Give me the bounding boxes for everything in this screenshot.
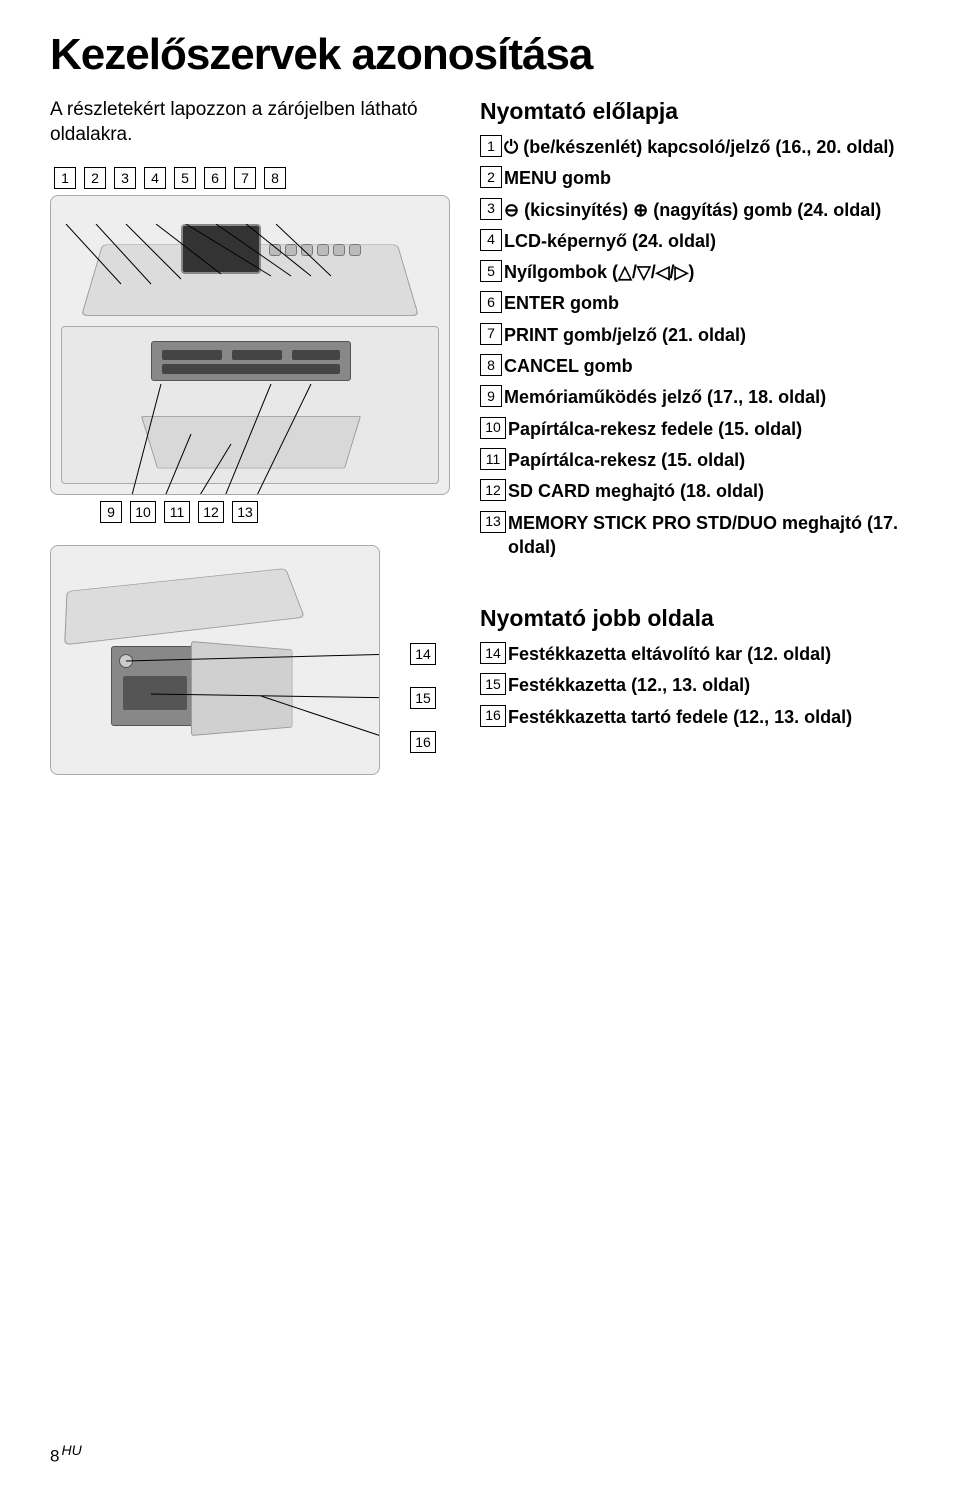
side-diagram: 14 15 16 — [50, 545, 380, 775]
callout-12: 12 — [198, 501, 224, 523]
list-item: 5Nyílgombok (△/▽/◁/▷) — [480, 260, 900, 284]
item-num: 2 — [480, 166, 502, 188]
list-item: 2MENU gomb — [480, 166, 900, 190]
item-num: 4 — [480, 229, 502, 251]
right-items: 14Festékkazetta eltávolító kar (12. olda… — [480, 642, 900, 729]
item-text: Festékkazetta (12., 13. oldal) — [508, 673, 750, 697]
item-num: 13 — [480, 511, 506, 533]
item-text: Festékkazetta tartó fedele (12., 13. old… — [508, 705, 852, 729]
item-num: 15 — [480, 673, 506, 695]
item-num: 5 — [480, 260, 502, 282]
item-num: 3 — [480, 198, 502, 220]
list-item: 11Papírtálca-rekesz (15. oldal) — [480, 448, 900, 472]
list-item: 8CANCEL gomb — [480, 354, 900, 378]
content-columns: A részletekért lapozzon a zárójelben lát… — [50, 98, 910, 775]
callout-10: 10 — [130, 501, 156, 523]
list-item: 7PRINT gomb/jelző (21. oldal) — [480, 323, 900, 347]
item-text: Memóriaműködés jelző (17., 18. oldal) — [504, 385, 826, 409]
front-diagram: 1 2 3 4 5 6 7 8 — [50, 167, 450, 523]
callout-6: 6 — [204, 167, 226, 189]
side-callouts: 14 15 16 — [410, 643, 438, 753]
list-item: 10Papírtálca-rekesz fedele (15. oldal) — [480, 417, 900, 441]
item-text: PRINT gomb/jelző (21. oldal) — [504, 323, 746, 347]
list-item: 12SD CARD meghajtó (18. oldal) — [480, 479, 900, 503]
list-item: 9Memóriaműködés jelző (17., 18. oldal) — [480, 385, 900, 409]
callout-4: 4 — [144, 167, 166, 189]
callout-8: 8 — [264, 167, 286, 189]
list-item: 4LCD-képernyő (24. oldal) — [480, 229, 900, 253]
item-text: ENTER gomb — [504, 291, 619, 315]
callout-1: 1 — [54, 167, 76, 189]
list-item: 6ENTER gomb — [480, 291, 900, 315]
item-text: ⊖ (kicsinyítés) ⊕ (nagyítás) gomb (24. o… — [504, 198, 881, 222]
callout-7: 7 — [234, 167, 256, 189]
list-item: 13MEMORY STICK PRO STD/DUO meghajtó (17.… — [480, 511, 900, 560]
item-num: 9 — [480, 385, 502, 407]
item-num: 8 — [480, 354, 502, 376]
item-num: 10 — [480, 417, 506, 439]
item-text: CANCEL gomb — [504, 354, 633, 378]
callout-14: 14 — [410, 643, 436, 665]
item-text: LCD-képernyő (24. oldal) — [504, 229, 716, 253]
item-num: 7 — [480, 323, 502, 345]
right-column: Nyomtató előlapja 1⏻ (be/készenlét) kapc… — [480, 98, 900, 775]
callout-13: 13 — [232, 501, 258, 523]
callout-2: 2 — [84, 167, 106, 189]
list-item: 16Festékkazetta tartó fedele (12., 13. o… — [480, 705, 900, 729]
callout-11: 11 — [164, 501, 190, 523]
item-num: 16 — [480, 705, 506, 727]
front-items: 1⏻ (be/készenlét) kapcsoló/jelző (16., 2… — [480, 135, 900, 559]
top-callouts: 1 2 3 4 5 6 7 8 — [50, 167, 450, 189]
page-number: 8 — [50, 1447, 59, 1466]
list-item: 3⊖ (kicsinyítés) ⊕ (nagyítás) gomb (24. … — [480, 198, 900, 222]
callout-3: 3 — [114, 167, 136, 189]
list-item: 1⏻ (be/készenlét) kapcsoló/jelző (16., 2… — [480, 135, 900, 159]
item-text: MENU gomb — [504, 166, 611, 190]
item-num: 11 — [480, 448, 506, 470]
item-text: SD CARD meghajtó (18. oldal) — [508, 479, 764, 503]
item-text: Papírtálca-rekesz (15. oldal) — [508, 448, 745, 472]
bottom-callouts: 9 10 11 12 13 — [50, 501, 450, 523]
callout-15: 15 — [410, 687, 436, 709]
left-column: A részletekért lapozzon a zárójelben lát… — [50, 98, 450, 775]
page-title: Kezelőszervek azonosítása — [50, 30, 910, 80]
item-text: Nyílgombok (△/▽/◁/▷) — [504, 260, 694, 284]
callout-9: 9 — [100, 501, 122, 523]
page-footer: 8HU — [50, 1442, 82, 1467]
list-item: 15Festékkazetta (12., 13. oldal) — [480, 673, 900, 697]
front-heading: Nyomtató előlapja — [480, 98, 900, 125]
callout-16: 16 — [410, 731, 436, 753]
item-text: ⏻ (be/készenlét) kapcsoló/jelző (16., 20… — [504, 135, 894, 159]
printer-side-illustration — [50, 545, 380, 775]
right-heading: Nyomtató jobb oldala — [480, 605, 900, 632]
list-item: 14Festékkazetta eltávolító kar (12. olda… — [480, 642, 900, 666]
printer-front-illustration — [50, 195, 450, 495]
item-num: 12 — [480, 479, 506, 501]
item-num: 1 — [480, 135, 502, 157]
item-text: Festékkazetta eltávolító kar (12. oldal) — [508, 642, 831, 666]
page-lang: HU — [61, 1442, 81, 1458]
item-num: 14 — [480, 642, 506, 664]
callout-5: 5 — [174, 167, 196, 189]
item-text: Papírtálca-rekesz fedele (15. oldal) — [508, 417, 802, 441]
item-num: 6 — [480, 291, 502, 313]
item-text: MEMORY STICK PRO STD/DUO meghajtó (17. o… — [508, 511, 900, 560]
subtitle: A részletekért lapozzon a zárójelben lát… — [50, 98, 450, 147]
